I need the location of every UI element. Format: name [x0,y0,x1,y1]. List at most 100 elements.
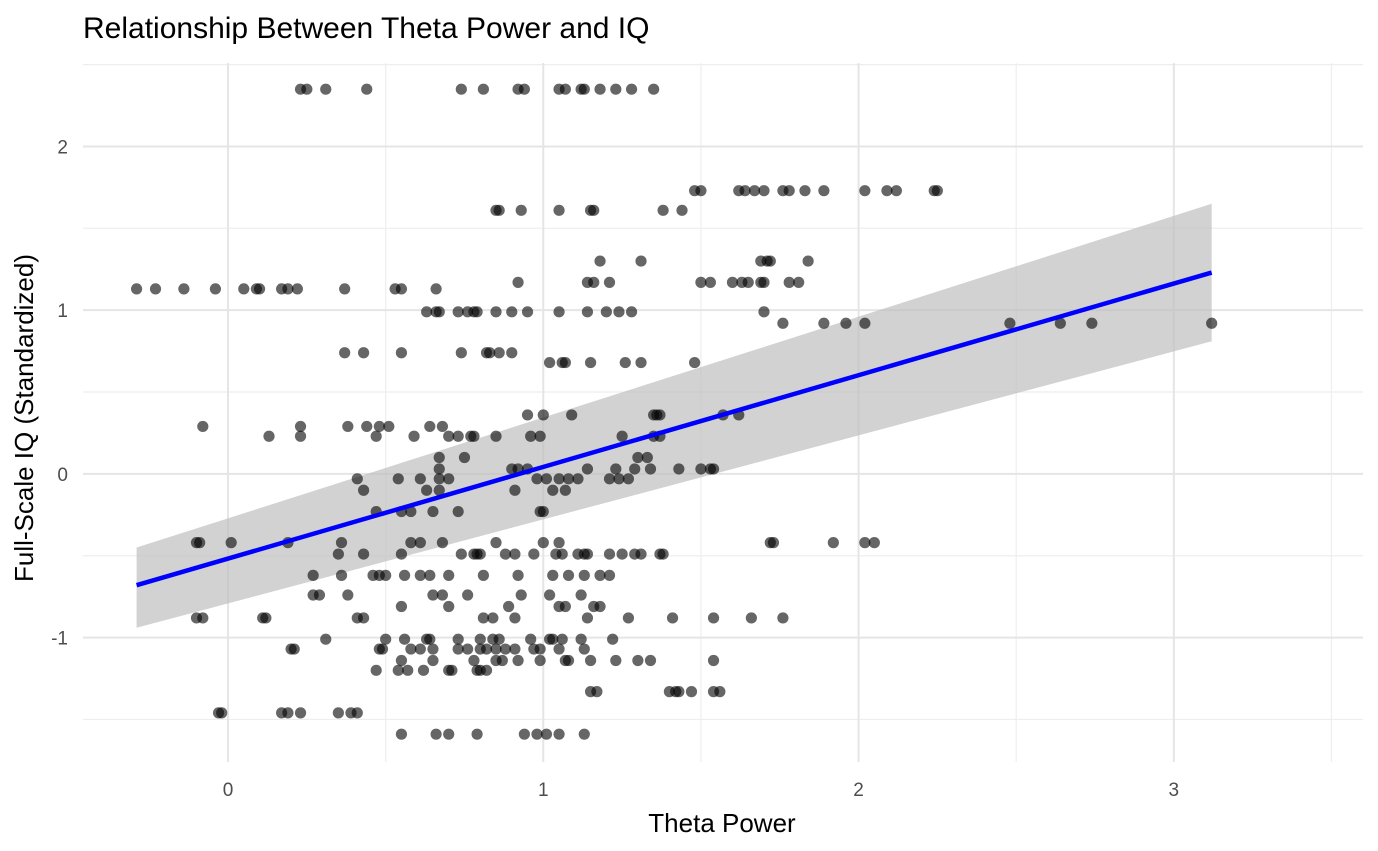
data-point [610,83,622,95]
data-point [427,505,439,518]
data-point [452,643,464,655]
data-point [553,473,565,485]
data-point [443,569,455,581]
data-point [578,728,590,740]
data-point [383,420,395,433]
data-point [537,409,549,421]
data-point [515,204,527,216]
data-point [421,306,433,318]
data-point [225,537,237,549]
data-point [332,707,344,719]
data-point [402,664,414,676]
data-point [424,420,436,433]
data-point [1004,317,1016,329]
data-point [480,643,493,655]
data-point [398,569,411,581]
data-point [282,707,294,719]
data-point [414,537,426,549]
data-point [648,83,660,95]
data-point [436,589,449,601]
data-point [619,356,631,369]
data-point [581,463,594,475]
data-point [616,430,628,442]
data-point [676,204,688,216]
data-point [373,420,385,433]
data-point [584,356,597,369]
chart-title: Relationship Between Theta Power and IQ [83,12,649,45]
confidence-ribbon [136,203,1212,628]
data-point [487,612,499,624]
data-point [443,430,455,442]
data-point [405,537,417,549]
data-point [654,409,666,421]
data-point [547,569,559,581]
data-point [758,306,770,318]
data-point [515,589,527,601]
data-point [301,83,313,95]
x-axis-tick-labels: 0 1 2 3 [223,780,1179,801]
data-point [380,569,392,581]
data-point [559,600,571,613]
data-point [405,505,417,518]
data-point [490,537,502,549]
data-point [417,664,430,676]
data-point [575,589,587,601]
data-point [1086,317,1098,329]
data-point [673,463,685,475]
data-point [547,633,559,645]
data-point [742,276,754,288]
data-point [559,356,571,369]
data-point [433,484,445,496]
data-point [553,306,565,318]
data-point [395,283,408,295]
data-point [307,569,319,581]
data-point [471,728,483,740]
data-point [342,420,354,433]
data-point [430,728,442,740]
data-point [493,204,505,216]
data-point [859,185,871,197]
data-point [361,83,373,95]
data-point [534,430,546,442]
data-point [890,185,902,197]
data-point [783,185,795,197]
data-point [616,548,628,560]
data-point [405,643,417,655]
data-point [380,633,392,645]
data-point [506,347,518,359]
data-point [931,185,943,197]
data-point [562,569,575,581]
data-point [291,283,303,295]
data-point [370,430,382,442]
data-point [767,537,780,549]
data-point [427,589,439,601]
data-point [503,600,515,613]
data-point [361,420,373,433]
data-point [178,283,190,295]
data-point [745,612,757,624]
data-point [632,451,644,464]
data-point [493,347,505,359]
data-point [351,707,363,719]
data-point [518,83,530,95]
data-point [376,643,389,655]
data-point [603,548,616,560]
data-point [357,347,370,359]
data-point [578,83,590,95]
data-point [603,276,616,288]
fit-line [135,270,1213,588]
data-point [695,276,707,288]
data-point [610,654,622,667]
data-point [509,484,521,496]
data-point [414,643,426,655]
data-point [313,589,326,601]
data-point [395,654,408,667]
data-point [566,409,578,421]
data-point [474,633,486,645]
data-point [537,505,549,518]
data-point [424,569,436,581]
x-tick-label: 1 [538,780,549,801]
data-point [357,484,370,496]
data-point [238,283,250,295]
data-point [263,430,275,442]
